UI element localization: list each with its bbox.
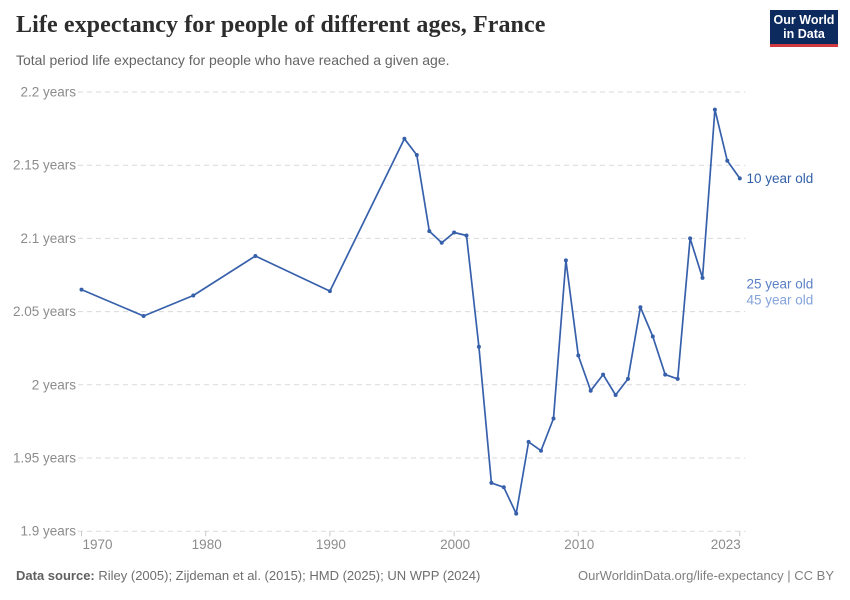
chart-footer: Data source: Riley (2005); Zijdeman et a…	[16, 568, 834, 583]
data-point	[551, 416, 556, 421]
x-axis-label: 1970	[83, 537, 113, 552]
page-title: Life expectancy for people of different …	[16, 12, 546, 38]
data-point	[327, 289, 332, 294]
data-point	[141, 314, 146, 318]
y-axis-label: 2.05 years	[13, 304, 76, 319]
data-point	[663, 372, 668, 377]
data-point	[414, 153, 419, 157]
owid-logo-line1: Our World	[773, 13, 835, 27]
data-point	[650, 334, 655, 339]
x-axis-label: 1990	[316, 537, 346, 552]
data-point	[601, 372, 606, 377]
data-point	[638, 305, 643, 310]
data-point	[588, 388, 593, 393]
data-point	[737, 176, 742, 181]
data-point	[79, 287, 84, 292]
x-axis-label: 2000	[440, 537, 470, 552]
data-point	[539, 448, 543, 453]
data-point	[514, 511, 519, 516]
footer-link[interactable]: OurWorldinData.org/life-expectancy | CC …	[577, 568, 834, 583]
owid-logo-line2: in Data	[783, 27, 825, 41]
data-point	[688, 236, 693, 241]
data-point	[526, 439, 531, 444]
data-point	[476, 344, 481, 349]
data-point	[253, 254, 258, 258]
series-end-label[interactable]: 10 year old	[747, 171, 814, 186]
x-axis-label: 2023	[711, 537, 741, 552]
data-point	[576, 353, 581, 358]
data-point	[489, 480, 494, 485]
data-point	[613, 393, 618, 397]
page-subtitle: Total period life expectancy for people …	[16, 52, 450, 68]
y-axis-label: 2.15 years	[13, 158, 76, 173]
y-axis-label: 2.1 years	[20, 231, 76, 246]
data-source-value: Riley (2005); Zijdeman et al. (2015); HM…	[94, 568, 481, 583]
data-point	[464, 233, 469, 238]
data-source-line: Data source: Riley (2005); Zijdeman et a…	[16, 568, 480, 583]
x-axis-label: 1980	[192, 537, 222, 552]
y-axis-label: 2.2 years	[20, 85, 76, 100]
data-source-label: Data source:	[16, 568, 95, 583]
series-end-label[interactable]: 45 year old	[747, 292, 814, 307]
x-axis-label: 2010	[564, 537, 594, 552]
data-point	[626, 376, 630, 381]
data-point	[402, 136, 407, 141]
data-point	[427, 229, 432, 234]
data-point	[452, 230, 457, 235]
data-point	[700, 275, 705, 280]
y-axis-label: 1.95 years	[13, 451, 76, 466]
data-point	[439, 240, 444, 245]
data-point	[563, 258, 568, 263]
y-axis-label: 1.9 years	[20, 524, 76, 539]
y-axis-label: 2 years	[32, 377, 77, 392]
line-chart: 2.2 years 2.15 years 2.1 years 2.05 years 2 …	[13, 85, 814, 552]
owid-logo[interactable]: Our World in Data	[770, 10, 838, 47]
series-end-label[interactable]: 25 year old	[747, 276, 814, 291]
data-point	[725, 158, 730, 163]
data-point	[675, 376, 680, 381]
data-point	[191, 293, 196, 298]
data-point	[501, 485, 506, 490]
data-point	[712, 107, 717, 112]
